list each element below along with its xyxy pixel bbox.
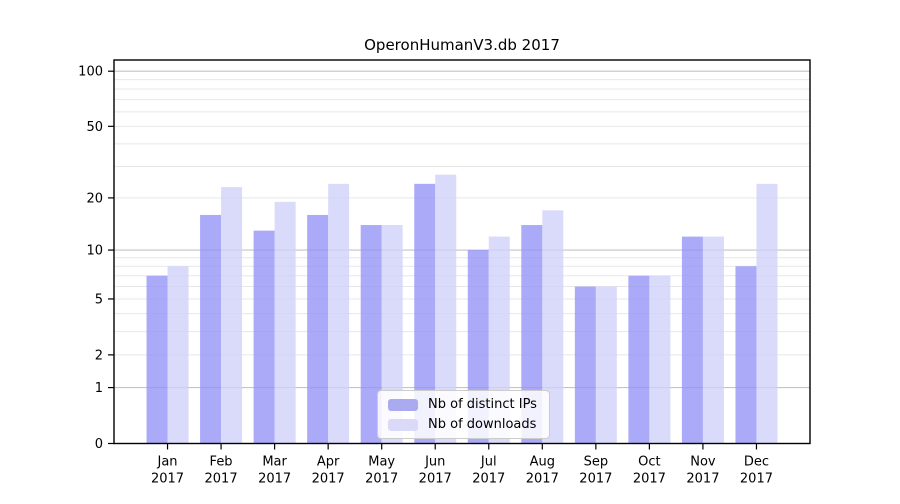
y-tick-label: 20 xyxy=(86,191,103,206)
bar-distinct-ips xyxy=(735,266,757,444)
axes: 0 1 2 5 10 20 50 100 Jan 2017 Feb 2017 Mar 2017 Apr 201… xyxy=(78,59,811,487)
legend: Nb of distinct IPs Nb of downloads xyxy=(377,390,550,439)
bar-downloads xyxy=(435,174,457,444)
x-tick-label-year: 2017 xyxy=(526,472,559,487)
x-tick-label-month: Dec xyxy=(744,455,769,470)
x-tick-label-year: 2017 xyxy=(312,472,345,487)
bar-downloads xyxy=(221,187,243,444)
bar-distinct-ips xyxy=(628,275,650,444)
x-tick-label-month: Oct xyxy=(638,455,660,470)
plot-frame xyxy=(113,59,811,445)
chart-title: OperonHumanV3.db 2017 xyxy=(364,36,560,54)
x-tick-label-year: 2017 xyxy=(686,472,719,487)
x-tick-label-month: Feb xyxy=(210,455,233,470)
x-tick-label-year: 2017 xyxy=(472,472,505,487)
bar-downloads xyxy=(702,236,724,444)
x-tick-label-month: Jan xyxy=(157,455,178,470)
bar-distinct-ips xyxy=(521,225,543,444)
y-tick-label: 10 xyxy=(86,244,103,259)
bar-downloads xyxy=(595,286,617,444)
bar-downloads xyxy=(649,275,671,444)
y-tick-label: 50 xyxy=(86,120,103,135)
x-tick-label-year: 2017 xyxy=(205,472,238,487)
bar-distinct-ips xyxy=(307,214,329,444)
bar-downloads xyxy=(274,201,296,444)
bar-downloads xyxy=(167,266,189,444)
minor-gridlines xyxy=(114,79,810,356)
bar-distinct-ips xyxy=(414,183,436,444)
bar-distinct-ips xyxy=(253,230,275,444)
legend-label-downloads: Nb of downloads xyxy=(428,417,537,432)
y-tick-label: 1 xyxy=(95,381,103,396)
bar-downloads xyxy=(542,210,564,444)
x-tick-label-month: Jul xyxy=(480,455,497,470)
bar-distinct-ips xyxy=(360,225,382,444)
y-tick-label: 2 xyxy=(95,348,103,363)
bar-series xyxy=(146,174,778,444)
x-tick-label-year: 2017 xyxy=(151,472,184,487)
bar-distinct-ips xyxy=(574,286,596,444)
bar-distinct-ips xyxy=(681,236,703,444)
bar-distinct-ips xyxy=(146,275,168,444)
bar-downloads xyxy=(381,225,403,444)
x-tick-label-year: 2017 xyxy=(579,472,612,487)
bar-distinct-ips xyxy=(200,214,222,444)
x-tick-label-year: 2017 xyxy=(740,472,773,487)
x-tick-label-year: 2017 xyxy=(419,472,452,487)
legend-item-distinct-ips: Nb of distinct IPs xyxy=(388,397,537,412)
x-tick-label-month: Jun xyxy=(424,455,445,470)
legend-label-distinct-ips: Nb of distinct IPs xyxy=(428,397,537,412)
y-tick-label: 5 xyxy=(95,292,103,307)
y-tick-label: 0 xyxy=(95,437,103,452)
x-tick-label-month: Nov xyxy=(690,455,716,470)
y-tick-label: 100 xyxy=(78,65,103,80)
x-tick-label-month: May xyxy=(368,455,395,470)
x-tick-label-year: 2017 xyxy=(633,472,666,487)
x-tick-label-month: Sep xyxy=(584,455,609,470)
x-tick-label-month: Mar xyxy=(262,455,287,470)
bar-downloads xyxy=(756,183,778,444)
legend-color-swatch-downloads xyxy=(388,418,418,431)
x-tick-label-month: Aug xyxy=(530,455,555,470)
x-tick-label-year: 2017 xyxy=(258,472,291,487)
x-tick-label-year: 2017 xyxy=(365,472,398,487)
legend-color-swatch-distinct-ips xyxy=(388,398,418,411)
bar-downloads xyxy=(328,183,350,444)
legend-item-downloads: Nb of downloads xyxy=(388,417,537,432)
x-tick-label-month: Apr xyxy=(317,455,340,470)
